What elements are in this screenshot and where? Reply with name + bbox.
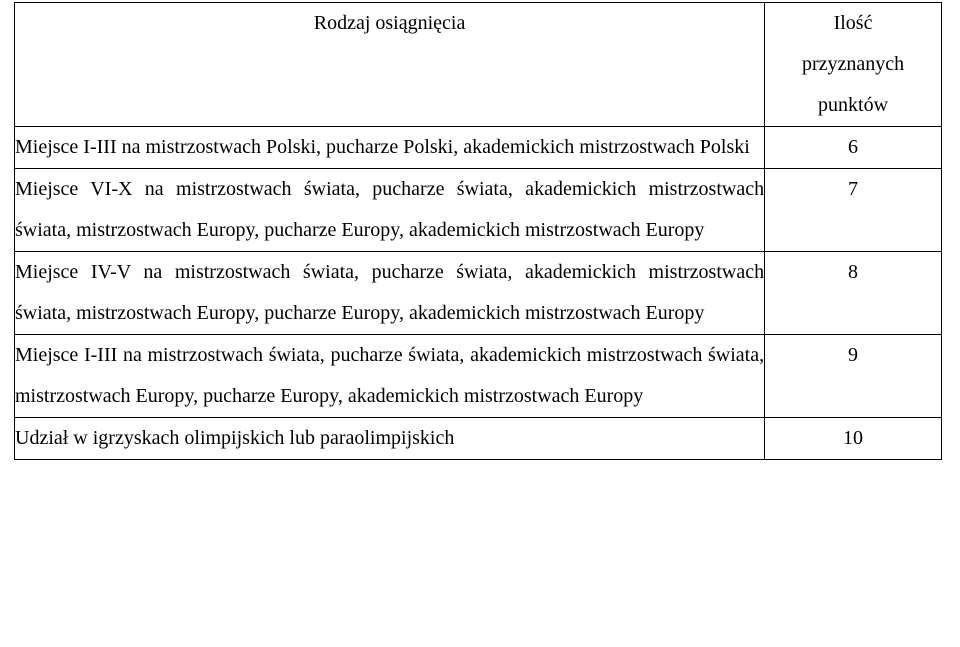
cell-left: Miejsce I-III na mistrzostwach świata, p… [15, 335, 765, 418]
cell-left: Miejsce VI-X na mistrzostwach świata, pu… [15, 169, 765, 252]
cell-right: 6 [765, 127, 942, 169]
cell-right: 10 [765, 418, 942, 460]
cell-right: 9 [765, 335, 942, 418]
cell-left: Miejsce IV-V na mistrzostwach świata, pu… [15, 252, 765, 335]
table-row: Miejsce VI-X na mistrzostwach świata, pu… [15, 169, 942, 252]
header-right: Ilość przyznanych punktów [765, 3, 942, 127]
cell-right: 8 [765, 252, 942, 335]
header-right-line1: Ilość [834, 12, 873, 34]
achievements-table: Rodzaj osiągnięcia Ilość przyznanych pun… [14, 2, 942, 460]
cell-left: Udział w igrzyskach olimpijskich lub par… [15, 418, 765, 460]
table-row: Miejsce I-III na mistrzostwach Polski, p… [15, 127, 942, 169]
cell-left: Miejsce I-III na mistrzostwach Polski, p… [15, 127, 765, 169]
header-right-line2: przyznanych [802, 53, 904, 75]
table-header-row: Rodzaj osiągnięcia Ilość przyznanych pun… [15, 3, 942, 127]
cell-right: 7 [765, 169, 942, 252]
header-right-line3: punktów [818, 94, 888, 116]
table-row: Miejsce I-III na mistrzostwach świata, p… [15, 335, 942, 418]
table-row: Miejsce IV-V na mistrzostwach świata, pu… [15, 252, 942, 335]
table-row: Udział w igrzyskach olimpijskich lub par… [15, 418, 942, 460]
header-left: Rodzaj osiągnięcia [15, 3, 765, 127]
